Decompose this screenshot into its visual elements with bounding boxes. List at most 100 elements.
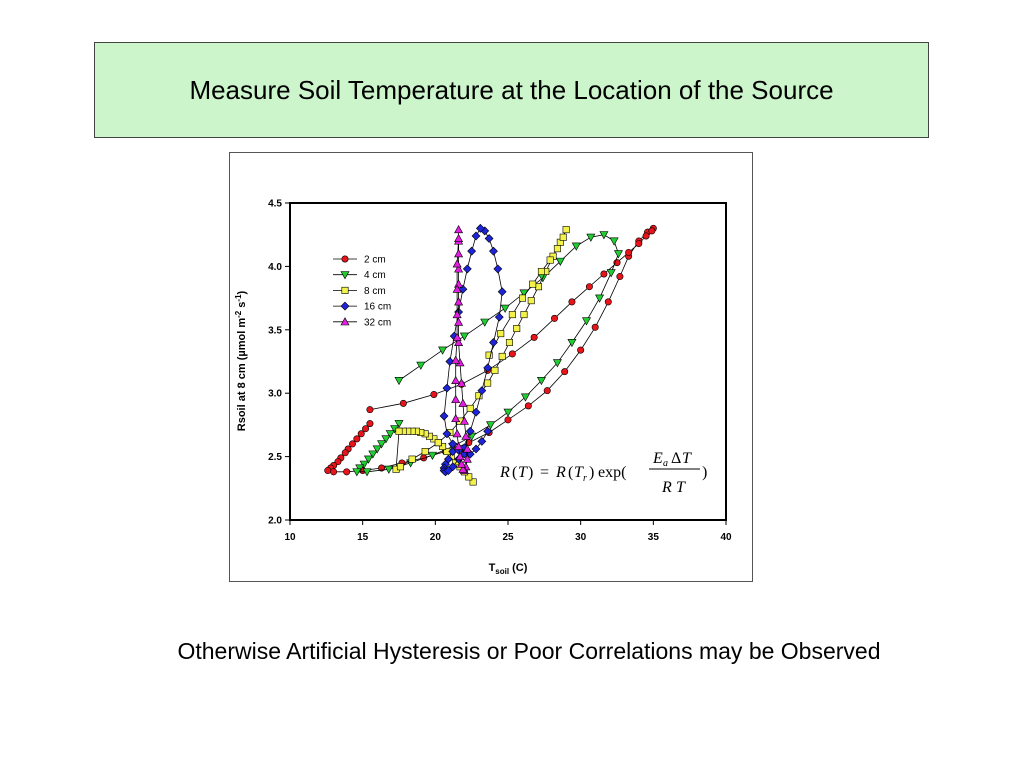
data-point-4-cm [555,257,565,266]
data-point-16-cm [483,426,493,436]
data-point-4-cm [613,250,623,259]
data-point-32-cm [459,416,469,425]
data-point-4-cm [394,420,404,429]
data-point-8-cm [519,294,527,302]
legend-label: 8 cm [364,286,386,297]
data-point-4-cm [480,318,490,327]
data-point-4-cm [581,317,591,326]
title-box: Measure Soil Temperature at the Location… [94,42,929,138]
data-point-16-cm [442,429,452,439]
data-point-16-cm [465,426,475,436]
data-point-32-cm [452,429,462,438]
data-point-4-cm [384,465,394,474]
data-point-32-cm [454,317,464,326]
data-point-2-cm [568,298,576,306]
data-point-8-cm [546,256,554,264]
data-point-32-cm [454,233,464,243]
data-point-8-cm [498,352,506,360]
data-point-16-cm [475,223,485,233]
data-point-32-cm [458,464,468,473]
data-point-32-cm [454,279,464,288]
data-point-16-cm [462,264,472,274]
data-point-16-cm [471,231,481,241]
legend-item-4-cm: 4 cm [333,270,386,281]
data-point-16-cm [448,462,458,472]
data-point-4-cm [503,408,513,417]
legend-label: 32 cm [364,317,391,328]
svg-text:a: a [663,458,668,469]
data-point-2-cm [366,406,374,414]
data-point-16-cm [497,287,507,297]
data-point-2-cm [591,323,599,331]
svg-text:T: T [682,450,692,467]
data-point-4-cm [586,233,596,242]
data-point-2-cm [343,468,351,476]
data-point-8-cm [421,448,429,456]
data-point-4-cm [536,377,546,386]
svg-text:R: R [499,464,510,481]
data-point-2-cm [600,270,608,278]
data-point-32-cm [454,249,464,258]
data-point-4-cm [520,393,530,402]
data-point-8-cm [396,463,404,471]
data-point-16-cm [477,386,487,396]
data-point-32-cm [451,394,461,404]
data-point-2-cm [604,298,612,306]
data-point-8-cm [553,245,561,253]
data-point-32-cm [452,284,462,293]
data-point-8-cm [529,280,537,288]
svg-text:E: E [652,450,663,467]
data-point-16-cm [484,234,494,243]
data-point-4-cm [394,377,404,386]
data-point-16-cm [489,246,498,256]
data-point-32-cm [462,454,472,463]
svg-text:T: T [518,464,528,481]
data-point-16-cm [467,246,477,256]
legend-marker-2-cm [341,255,349,263]
data-point-16-cm [493,264,503,274]
legend-label: 2 cm [364,255,386,266]
data-point-8-cm [513,325,521,333]
data-point-8-cm [562,226,570,234]
x-tick-label: 25 [502,532,514,543]
svg-text:exp(: exp( [598,464,626,481]
data-point-8-cm [434,439,442,447]
legend-item-16-cm: 16 cm [333,302,391,313]
data-point-8-cm [527,297,535,305]
svg-text:Δ: Δ [671,450,681,467]
legend-label: 16 cm [364,302,391,313]
data-point-8-cm [465,473,473,481]
data-point-32-cm [452,309,462,319]
data-point-16-cm [489,338,498,347]
data-point-4-cm [609,237,619,246]
data-point-8-cm [508,311,516,319]
svg-text:R: R [555,464,566,481]
data-point-8-cm [535,283,543,291]
caption-text: Otherwise Artificial Hysteresis or Poor … [177,638,881,664]
svg-text:T: T [574,464,584,481]
data-point-4-cm [368,450,378,459]
data-point-32-cm [452,332,462,341]
data-point-8-cm [439,442,447,450]
data-point-2-cm [330,468,338,476]
data-point-32-cm [461,431,471,440]
y-tick-label: 3.5 [268,325,282,336]
legend-item-32-cm: 32 cm [333,317,391,328]
data-point-32-cm [454,297,464,306]
data-point-32-cm [456,378,467,387]
data-point-4-cm [459,332,469,341]
data-point-4-cm [500,304,510,313]
data-point-2-cm [585,283,593,291]
data-point-2-cm [334,458,342,466]
data-point-16-cm [477,436,487,446]
y-tick-label: 2.5 [268,452,282,463]
data-point-2-cm [430,390,438,398]
data-point-8-cm [395,427,403,435]
svg-text:(: ( [512,464,517,481]
slide-caption: Otherwise Artificial Hysteresis or Poor … [0,638,1024,665]
legend: 2 cm 4 cm 8 cm 16 cm 32 cm [333,255,391,328]
data-point-4-cm [571,242,581,251]
data-point-8-cm [497,330,505,338]
y-tick-label: 2.0 [268,516,282,527]
series-32-cm [451,225,472,475]
